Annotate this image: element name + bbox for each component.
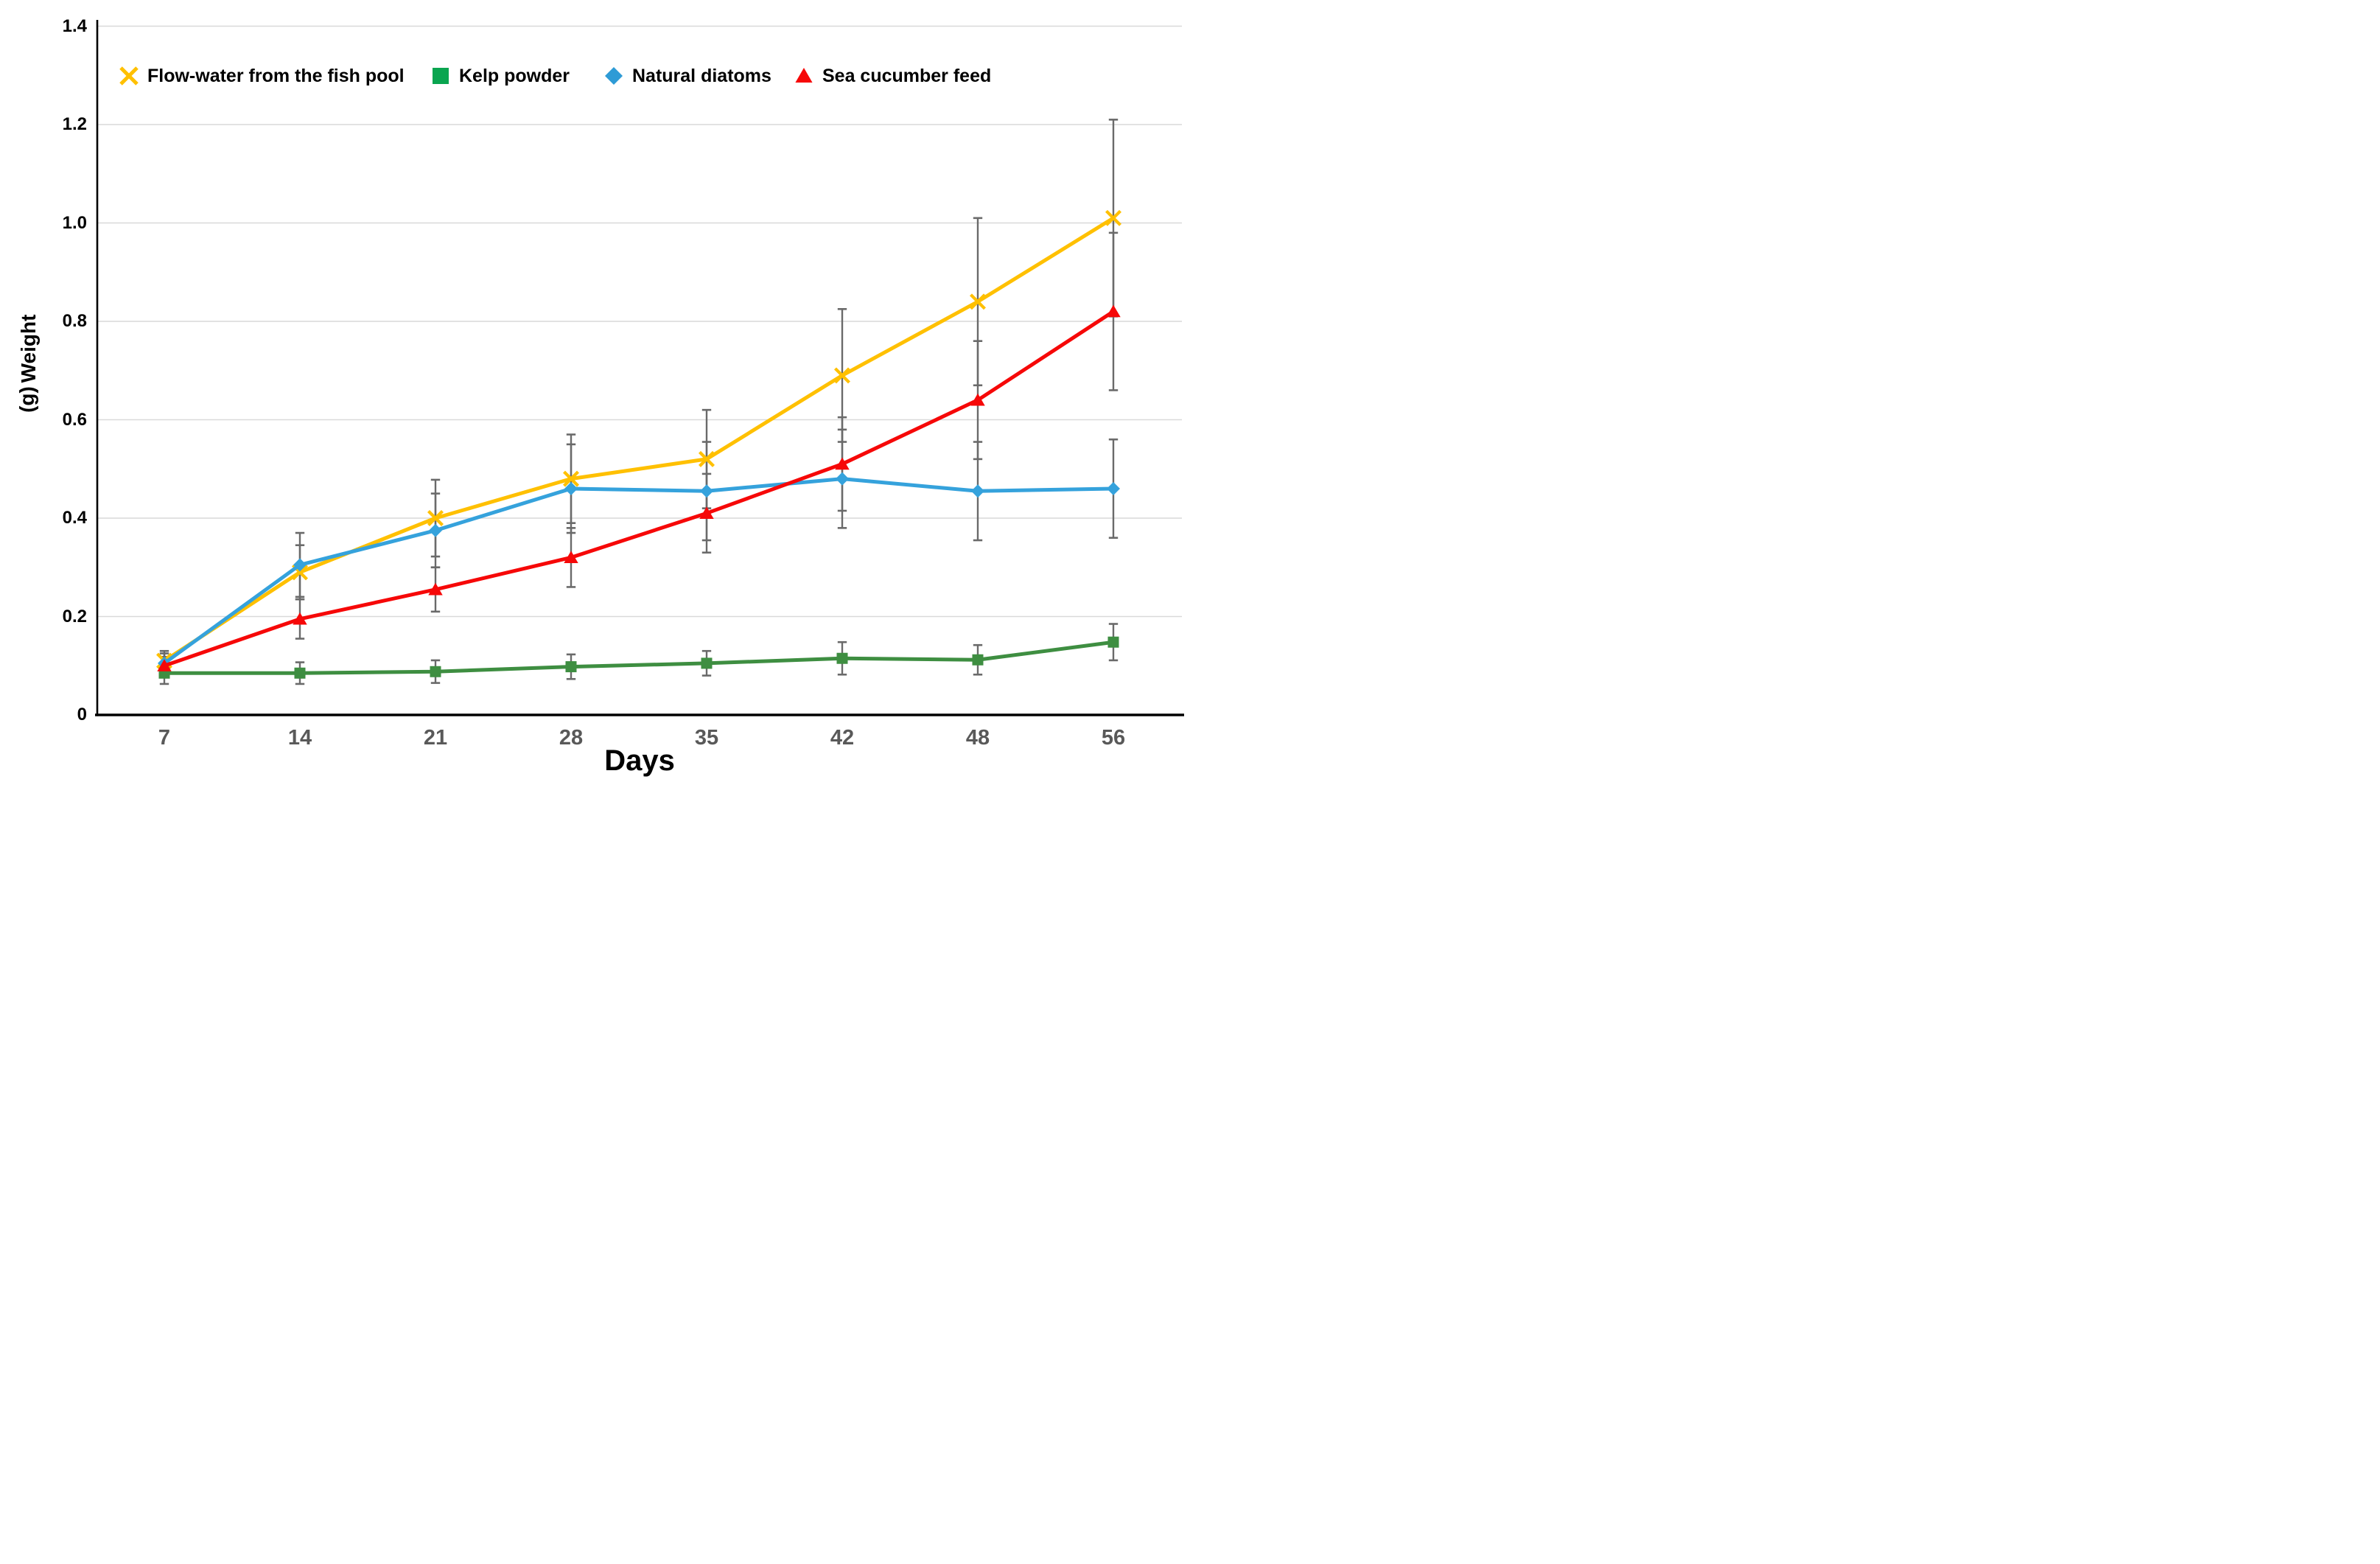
square-marker-icon <box>972 654 984 666</box>
legend-item-flow-water: Flow-water from the fish pool <box>118 65 405 87</box>
legend-label: Natural diatoms <box>632 65 771 86</box>
square-marker-icon <box>430 666 441 677</box>
diamond-marker-icon <box>564 481 578 495</box>
diamond-marker-icon <box>293 558 307 572</box>
diamond-marker-icon <box>1107 481 1120 495</box>
diamond-marker-icon <box>429 523 442 537</box>
gridlines <box>97 25 1182 618</box>
y-tick-label: 0 <box>77 705 87 725</box>
x-tick-label: 42 <box>830 726 855 750</box>
series-natural-diatoms <box>158 472 1120 670</box>
y-tick-label: 1.0 <box>62 212 87 233</box>
triangle-marker-icon <box>970 393 985 406</box>
diamond-marker-icon <box>836 472 849 486</box>
diamond-marker-icon <box>971 484 984 498</box>
square-marker-icon <box>565 661 577 673</box>
y-tick-label: 0.6 <box>62 409 87 430</box>
square-marker-icon <box>294 667 306 679</box>
diamond-marker-icon <box>700 484 713 498</box>
line-chart-plot-area <box>95 20 1184 716</box>
x-tick-label: 7 <box>158 726 171 750</box>
series-kelp-powder <box>158 636 1119 679</box>
x-marker-icon <box>834 367 850 384</box>
series-line-natural-diatoms <box>162 477 1116 666</box>
x-marker-icon <box>427 510 444 526</box>
x-marker-icon <box>699 450 715 467</box>
x-tick-label: 21 <box>423 726 448 750</box>
square-marker-icon <box>701 657 713 669</box>
legend-item-kelp-powder: Kelp powder <box>430 65 570 87</box>
series-line-flow-water <box>162 216 1116 663</box>
square-marker-icon <box>1107 636 1119 648</box>
series-line-sea-cucumber-feed <box>162 310 1116 668</box>
legend-item-natural-diatoms: Natural diatoms <box>603 65 771 87</box>
series-flow-water <box>156 209 1121 669</box>
legend-label: Sea cucumber feed <box>822 65 992 86</box>
legend-label: Flow-water from the fish pool <box>147 65 405 86</box>
y-tick-label: 0.4 <box>62 508 87 528</box>
triangle-marker-icon <box>699 506 714 519</box>
y-tick-label: 0.2 <box>62 606 87 626</box>
square-legend-icon <box>433 68 449 84</box>
y-tick-label: 1.2 <box>62 114 87 134</box>
legend-item-sea-cucumber-feed: Sea cucumber feed <box>793 65 991 87</box>
series-sea-cucumber-feed <box>157 304 1121 671</box>
x-marker-icon <box>970 293 986 310</box>
triangle-marker-icon <box>835 457 850 470</box>
x-tick-label: 14 <box>287 726 312 750</box>
error-bars-natural-diatoms <box>159 428 1119 674</box>
x-tick-label: 56 <box>1101 726 1126 750</box>
x-marker-icon <box>563 470 579 487</box>
y-tick-label: 0.8 <box>62 311 87 331</box>
x-tick-label: 28 <box>559 726 584 750</box>
square-marker-icon <box>836 652 848 664</box>
error-bars-flow-water <box>159 119 1119 672</box>
triangle-marker-icon <box>564 551 578 564</box>
axes <box>95 20 1184 716</box>
x-tick-label: 35 <box>694 726 719 750</box>
chart-canvas: 0 0.2 0.4 0.6 0.8 1.0 1.2 1.4 7 14 21 28 35 42 48 56 F… <box>0 0 1190 782</box>
triangle-marker-icon <box>428 582 443 596</box>
legend-label: Kelp powder <box>459 65 570 86</box>
y-tick-label: 1.4 <box>62 15 87 36</box>
x-marker-icon <box>1105 209 1121 226</box>
triangle-marker-icon <box>293 612 307 625</box>
triangle-legend-icon <box>795 68 813 83</box>
triangle-marker-icon <box>157 659 172 671</box>
x-axis-title: Days <box>604 744 675 777</box>
y-axis-title-units: (g) <box>15 386 38 413</box>
diamond-legend-icon <box>605 67 623 85</box>
series-line-kelp-powder <box>162 640 1116 675</box>
x-legend-icon <box>119 66 139 85</box>
triangle-marker-icon <box>1106 304 1121 318</box>
x-tick-label: 48 <box>965 726 990 750</box>
